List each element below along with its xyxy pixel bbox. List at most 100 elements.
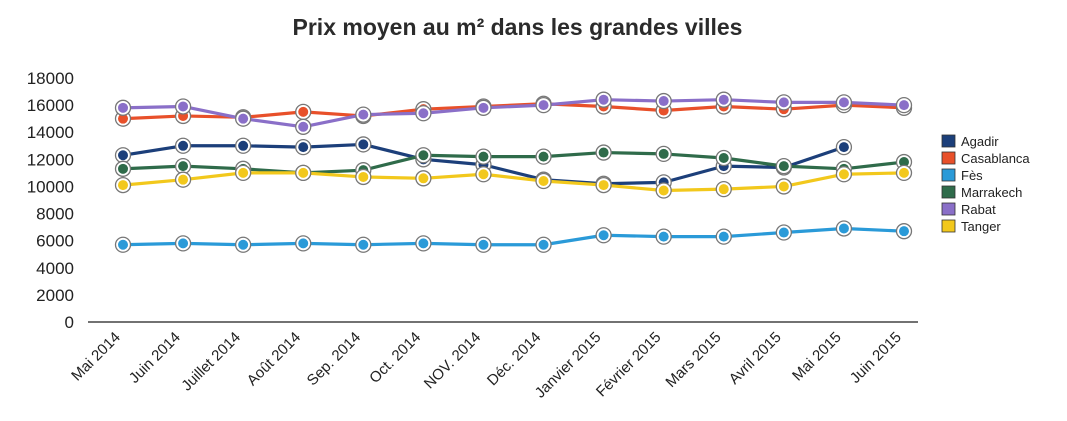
legend-swatch-fes (941, 168, 956, 182)
data-point-tanger (174, 171, 192, 188)
y-tick-label: 12000 (27, 150, 74, 169)
data-point-tanger (114, 176, 132, 194)
series-line-tanger (122, 171, 905, 193)
data-point-marrakech (655, 145, 672, 163)
data-point-rabat (235, 110, 252, 127)
data-point-agadir (114, 147, 132, 164)
legend-label-tanger: Tanger (961, 219, 1001, 234)
x-tick-label: Déc. 2014 (484, 329, 544, 389)
legend-swatch-casablanca (941, 151, 956, 165)
data-point-fes (715, 228, 732, 245)
data-point-agadir (174, 137, 192, 154)
y-axis-ticks: 0 2000 4000 6000 8000 10000 12000 14000 16000 180… (27, 69, 74, 332)
x-tick-label: Juillet 2014 (178, 329, 244, 395)
data-point-fes (535, 236, 552, 253)
data-point-agadir (295, 138, 312, 156)
data-point-tanger (235, 164, 252, 182)
legend-swatch-agadir (941, 134, 956, 148)
y-tick-label: 6000 (36, 232, 74, 251)
x-tick-label: Sep. 2014 (304, 329, 364, 389)
legend-swatch-marrakech (941, 185, 956, 199)
data-point-tanger (775, 178, 792, 195)
data-point-fes (415, 235, 432, 252)
data-point-tanger (535, 172, 552, 190)
data-point-rabat (174, 98, 192, 115)
data-point-marrakech (595, 144, 612, 161)
data-point-marrakech (415, 147, 432, 164)
legend-label-marrakech: Marrakech (961, 185, 1022, 200)
data-point-rabat (595, 91, 612, 108)
x-tick-label: Mai 2014 (68, 329, 124, 385)
data-point-tanger (475, 166, 492, 183)
data-point-rabat (355, 106, 372, 123)
data-point-rabat (715, 91, 732, 108)
x-tick-label: Février 2015 (593, 329, 665, 401)
x-tick-label: Avril 2015 (726, 329, 785, 388)
data-point-rabat (475, 99, 492, 116)
data-point-fes (114, 236, 132, 253)
x-tick-label: Juin 2014 (126, 329, 184, 387)
data-point-marrakech (174, 157, 192, 175)
data-point-fes (595, 227, 612, 244)
x-tick-label: Mars 2015 (662, 329, 724, 391)
data-point-tanger (895, 164, 913, 182)
data-point-fes (895, 223, 913, 240)
data-point-tanger (835, 166, 853, 183)
data-point-fes (235, 236, 252, 253)
data-point-tanger (415, 170, 432, 187)
data-point-tanger (595, 176, 612, 194)
data-point-agadir (235, 137, 252, 154)
data-point-fes (174, 235, 192, 252)
y-tick-label: 10000 (27, 177, 74, 196)
y-tick-label: 4000 (36, 259, 74, 278)
y-tick-label: 14000 (27, 123, 74, 142)
data-point-rabat (775, 94, 792, 111)
series-line-fes (122, 226, 905, 247)
data-point-fes (295, 235, 312, 252)
x-tick-label: Mai 2015 (789, 329, 845, 385)
x-tick-label: Oct. 2014 (366, 329, 424, 387)
data-point-tanger (355, 168, 372, 186)
data-point-marrakech (715, 149, 732, 167)
y-tick-label: 0 (65, 313, 74, 332)
data-point-marrakech (475, 148, 492, 165)
x-tick-label: Juin 2015 (847, 329, 905, 387)
data-point-tanger (295, 164, 312, 182)
data-point-rabat (114, 99, 132, 116)
data-point-agadir (835, 138, 853, 156)
data-point-rabat (535, 96, 552, 114)
legend-label-agadir: Agadir (961, 134, 999, 149)
data-point-rabat (295, 118, 312, 135)
data-point-rabat (655, 92, 672, 110)
data-point-casablanca (295, 103, 312, 121)
legend-label-rabat: Rabat (961, 202, 996, 217)
data-point-rabat (415, 105, 432, 122)
series-layer (114, 91, 913, 253)
series-line-rabat (122, 98, 905, 129)
legend-swatch-rabat (941, 202, 956, 216)
data-point-fes (475, 236, 492, 253)
data-point-fes (355, 236, 372, 253)
data-point-tanger (715, 181, 732, 198)
legend-swatch-tanger (941, 219, 956, 233)
data-point-fes (775, 224, 792, 241)
y-tick-label: 8000 (36, 205, 74, 224)
series-line-marrakech (122, 150, 905, 175)
chart-title: Prix moyen au m² dans les grandes villes (292, 14, 743, 40)
data-point-fes (835, 220, 853, 237)
legend-label-fes: Fès (961, 168, 983, 183)
data-point-marrakech (535, 148, 552, 165)
legend-label-casablanca: Casablanca (961, 151, 1030, 166)
data-point-fes (655, 228, 672, 245)
x-tick-label: NOV. 2014 (421, 329, 485, 393)
data-point-agadir (355, 136, 372, 153)
data-point-marrakech (114, 160, 132, 177)
data-point-rabat (835, 94, 853, 111)
y-tick-label: 16000 (27, 96, 74, 115)
x-tick-label: Août 2014 (244, 329, 304, 389)
data-point-rabat (895, 96, 913, 114)
y-tick-label: 2000 (36, 286, 74, 305)
legend: Agadir Casablanca Fès Marrakech Rabat Tanger (941, 134, 1030, 234)
